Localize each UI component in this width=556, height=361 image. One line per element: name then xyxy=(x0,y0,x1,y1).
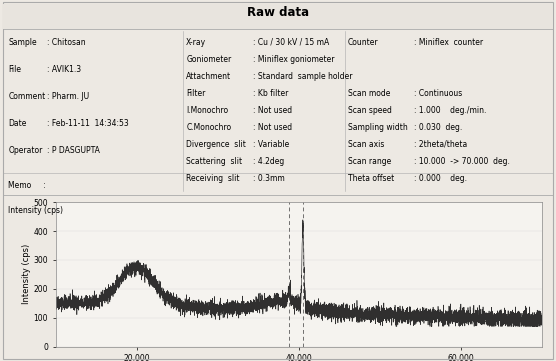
Text: File: File xyxy=(8,65,21,74)
Text: : Cu / 30 kV / 15 mA: : Cu / 30 kV / 15 mA xyxy=(253,38,329,47)
Text: : 0.030  deg.: : 0.030 deg. xyxy=(414,123,463,132)
Text: Sampling width: Sampling width xyxy=(348,123,407,132)
Text: Operator: Operator xyxy=(8,146,43,155)
Text: Memo     :: Memo : xyxy=(8,182,46,190)
Text: : Not used: : Not used xyxy=(253,123,292,132)
Text: Scan speed: Scan speed xyxy=(348,106,391,115)
Text: : 2theta/theta: : 2theta/theta xyxy=(414,140,468,149)
Text: : 10.000  -> 70.000  deg.: : 10.000 -> 70.000 deg. xyxy=(414,157,510,166)
Text: : AVIK1.3: : AVIK1.3 xyxy=(47,65,81,74)
Text: Scan mode: Scan mode xyxy=(348,89,390,98)
Text: Scan axis: Scan axis xyxy=(348,140,384,149)
Text: Attachment: Attachment xyxy=(186,72,231,81)
Y-axis label: Intensity (cps): Intensity (cps) xyxy=(22,244,31,304)
Text: : P DASGUPTA: : P DASGUPTA xyxy=(47,146,100,155)
Text: X-ray: X-ray xyxy=(186,38,206,47)
Text: Intensity (cps): Intensity (cps) xyxy=(8,206,63,215)
Text: : Continuous: : Continuous xyxy=(414,89,463,98)
Text: Theta offset: Theta offset xyxy=(348,174,394,183)
Text: Receiving  slit: Receiving slit xyxy=(186,174,240,183)
Text: Divergence  slit: Divergence slit xyxy=(186,140,246,149)
Text: : Feb-11-11  14:34:53: : Feb-11-11 14:34:53 xyxy=(47,119,129,128)
Text: : 4.2deg: : 4.2deg xyxy=(253,157,284,166)
Text: Raw data: Raw data xyxy=(247,6,309,19)
Text: C.Monochro: C.Monochro xyxy=(186,123,231,132)
Text: : Chitosan: : Chitosan xyxy=(47,38,86,47)
Text: : Variable: : Variable xyxy=(253,140,289,149)
Text: I.Monochro: I.Monochro xyxy=(186,106,229,115)
Text: Comment: Comment xyxy=(8,92,46,101)
Text: Counter: Counter xyxy=(348,38,378,47)
Text: : Kb filter: : Kb filter xyxy=(253,89,289,98)
Text: : 0.3mm: : 0.3mm xyxy=(253,174,285,183)
Text: Date: Date xyxy=(8,119,27,128)
Text: : Miniflex goniometer: : Miniflex goniometer xyxy=(253,55,335,64)
Text: Goniometer: Goniometer xyxy=(186,55,231,64)
Text: : Miniflex  counter: : Miniflex counter xyxy=(414,38,483,47)
Text: : Not used: : Not used xyxy=(253,106,292,115)
Text: : 0.000    deg.: : 0.000 deg. xyxy=(414,174,467,183)
Text: : 1.000    deg./min.: : 1.000 deg./min. xyxy=(414,106,486,115)
Text: : Pharm. JU: : Pharm. JU xyxy=(47,92,90,101)
Text: Scattering  slit: Scattering slit xyxy=(186,157,242,166)
Text: : Standard  sample holder: : Standard sample holder xyxy=(253,72,353,81)
Text: Filter: Filter xyxy=(186,89,206,98)
Text: Scan range: Scan range xyxy=(348,157,391,166)
Text: Sample: Sample xyxy=(8,38,37,47)
